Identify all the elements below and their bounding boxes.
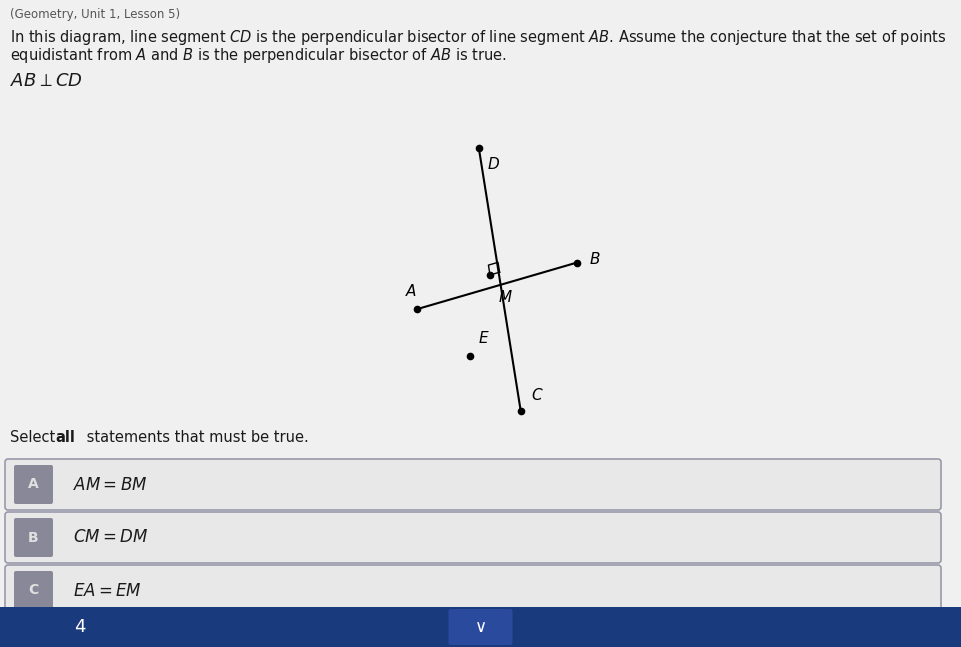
Text: C: C [29, 584, 38, 597]
FancyBboxPatch shape [449, 609, 512, 645]
FancyBboxPatch shape [14, 465, 53, 504]
Text: $CM = DM$: $CM = DM$ [73, 529, 148, 547]
Text: Select: Select [10, 430, 60, 445]
FancyBboxPatch shape [14, 571, 53, 610]
Text: statements that must be true.: statements that must be true. [82, 430, 308, 445]
Text: $A$: $A$ [406, 283, 417, 299]
FancyBboxPatch shape [5, 459, 941, 510]
Bar [0, 607, 961, 647]
Text: 4: 4 [74, 618, 86, 636]
Text: $M$: $M$ [498, 289, 513, 305]
Text: all: all [55, 430, 75, 445]
FancyBboxPatch shape [5, 512, 941, 563]
Text: $C$: $C$ [530, 388, 543, 403]
Text: $B$: $B$ [589, 250, 601, 267]
Text: A: A [28, 477, 38, 492]
Text: $AM = BM$: $AM = BM$ [73, 476, 147, 494]
Text: $AB \perp CD$: $AB \perp CD$ [10, 72, 83, 90]
Text: $D$: $D$ [487, 156, 500, 172]
Text: (Geometry, Unit 1, Lesson 5): (Geometry, Unit 1, Lesson 5) [10, 8, 180, 21]
Text: $EA = EM$: $EA = EM$ [73, 582, 141, 600]
Text: $E$: $E$ [479, 329, 490, 345]
Text: ∨: ∨ [475, 618, 486, 636]
Text: In this diagram, line segment $CD$ is the perpendicular bisector of line segment: In this diagram, line segment $CD$ is th… [10, 28, 947, 47]
Text: equidistant from $A$ and $B$ is the perpendicular bisector of $AB$ is true.: equidistant from $A$ and $B$ is the perp… [10, 46, 506, 65]
FancyBboxPatch shape [5, 565, 941, 616]
FancyBboxPatch shape [14, 518, 53, 557]
Text: B: B [28, 531, 38, 545]
